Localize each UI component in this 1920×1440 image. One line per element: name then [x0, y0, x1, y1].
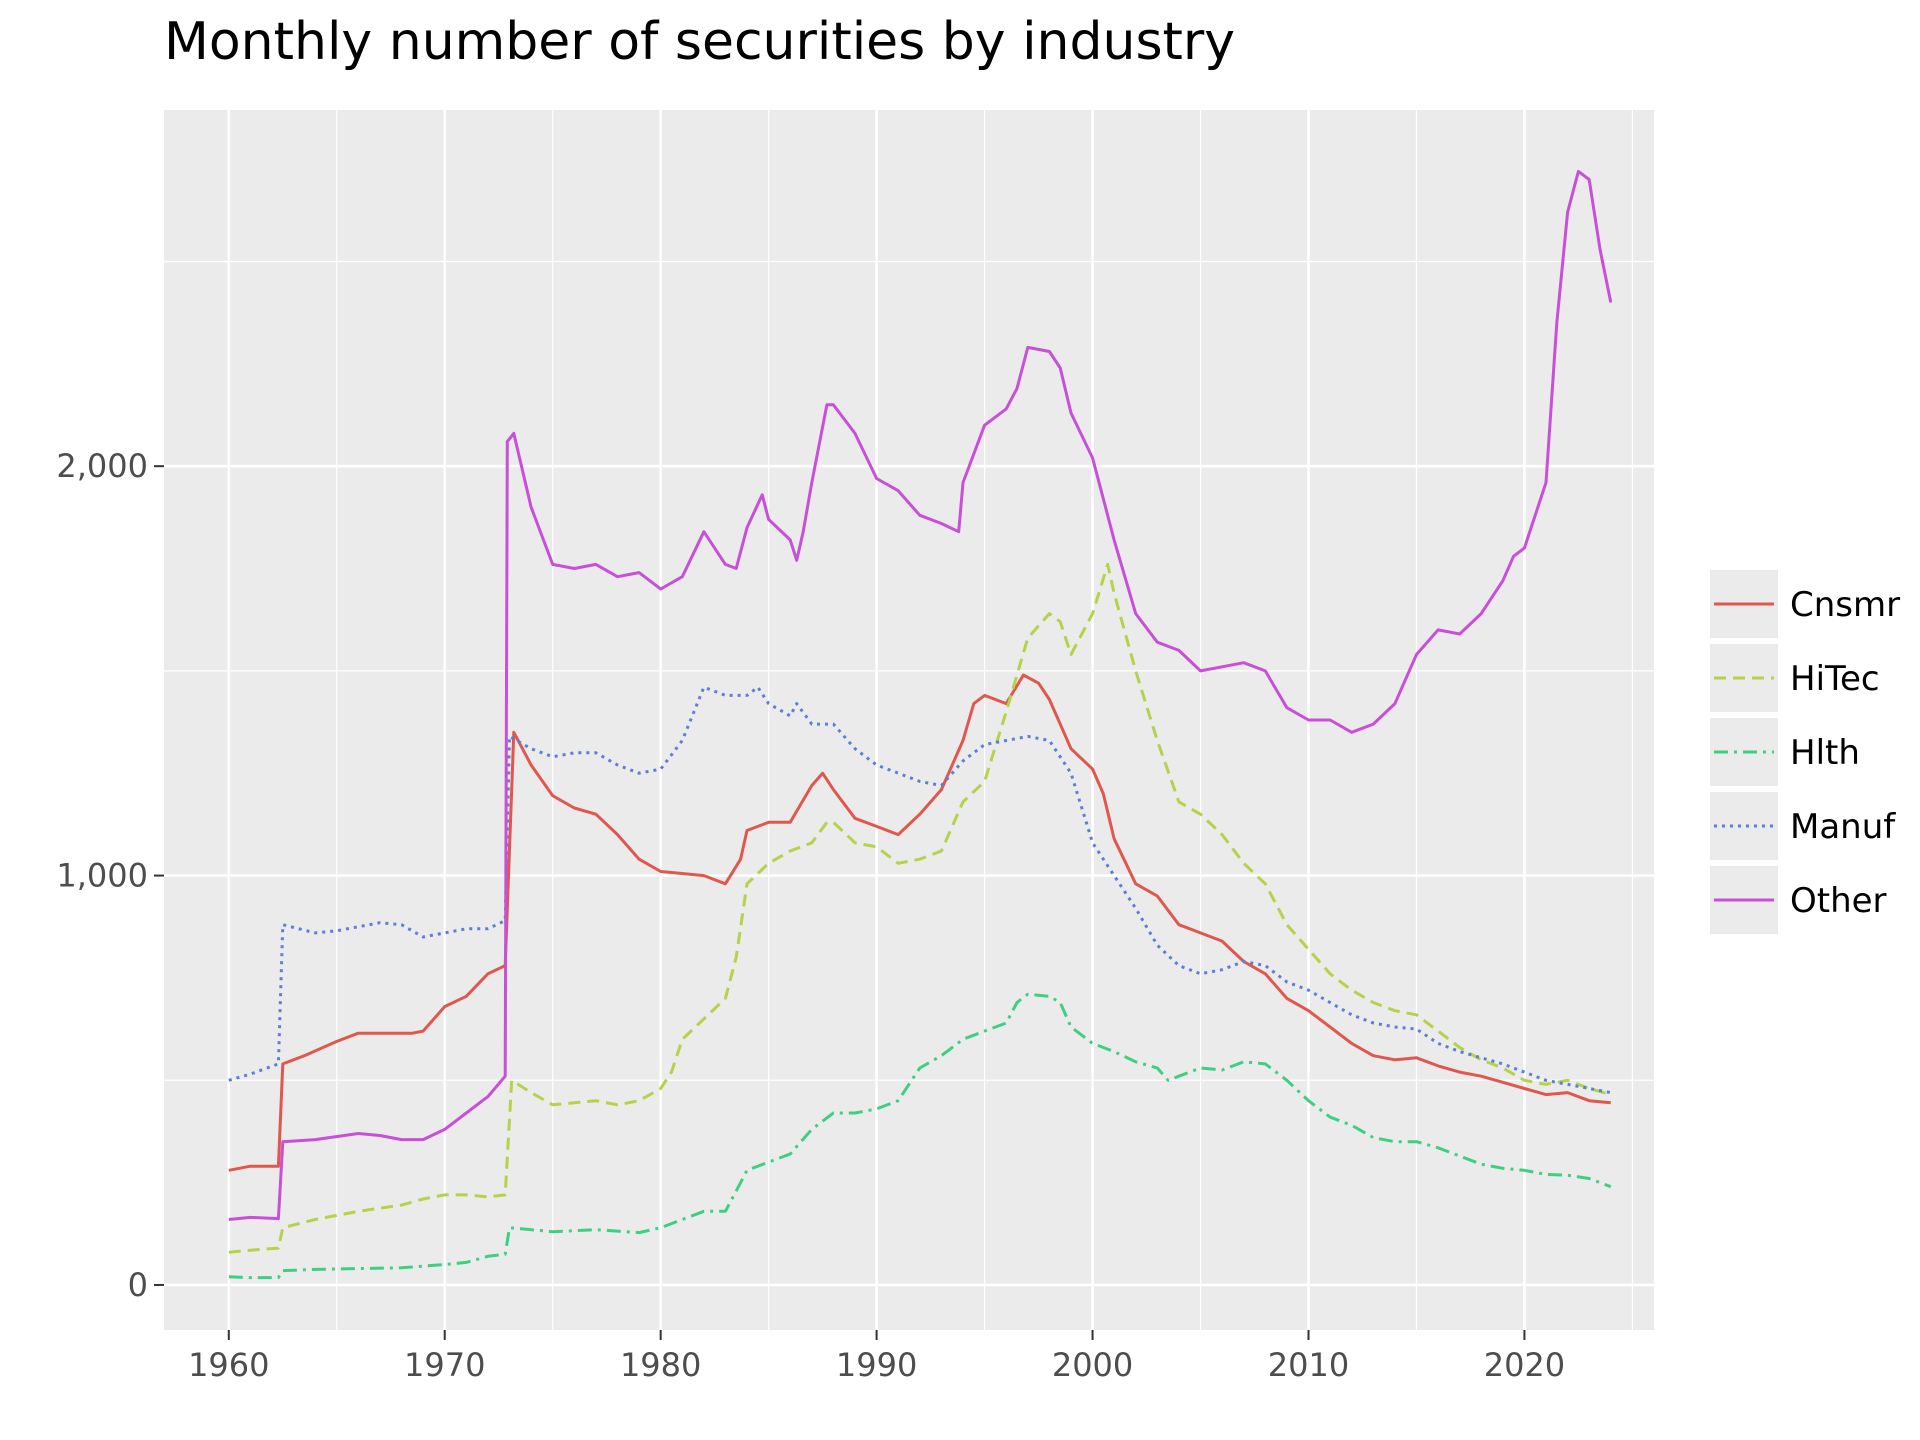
x-tick-label: 1980 [620, 1346, 701, 1384]
legend-item-hlth: Hlth [1710, 718, 1860, 786]
series-line-hitec [228, 562, 1612, 1254]
y-tick-label: 1,000 [56, 857, 148, 895]
chart-title: Monthly number of securities by industry [164, 12, 1236, 72]
series-line-other [228, 169, 1613, 1221]
legend-label: HiTec [1790, 659, 1880, 699]
legend-key [1710, 792, 1778, 860]
series-line-cnsmr [228, 673, 1611, 1172]
legend-item-other: Other [1710, 866, 1887, 934]
x-tick-label: 1990 [836, 1346, 917, 1384]
legend-label: Manuf [1790, 807, 1896, 847]
plot-background [164, 110, 1654, 1330]
legend-item-hitec: HiTec [1710, 644, 1880, 712]
legend-label: Cnsmr [1790, 585, 1900, 625]
y-tick-label: 0 [128, 1266, 148, 1304]
series-layer [228, 169, 1613, 1280]
legend-item-cnsmr: Cnsmr [1710, 570, 1900, 638]
x-tick-label: 1970 [404, 1346, 485, 1384]
y-axis: 0 1,000 2,000 [56, 447, 164, 1304]
gridlines [164, 110, 1654, 1330]
x-tick-label: 2020 [1484, 1346, 1565, 1384]
series-line-manuf [228, 685, 1612, 1095]
y-tick-label: 2,000 [56, 447, 148, 485]
x-tick-label: 1960 [188, 1346, 269, 1384]
legend-item-manuf: Manuf [1710, 792, 1896, 860]
x-tick-label: 2010 [1268, 1346, 1349, 1384]
plot-panel [164, 110, 1654, 1330]
series-line-hlth [228, 992, 1612, 1280]
x-tick-label: 2000 [1052, 1346, 1133, 1384]
x-axis: 1960 1970 1980 1990 2000 2010 2020 [188, 1330, 1565, 1384]
legend-label: Hlth [1790, 733, 1860, 773]
legend: Cnsmr HiTec Hlth Manuf Other [1710, 570, 1900, 934]
legend-label: Other [1790, 881, 1887, 921]
